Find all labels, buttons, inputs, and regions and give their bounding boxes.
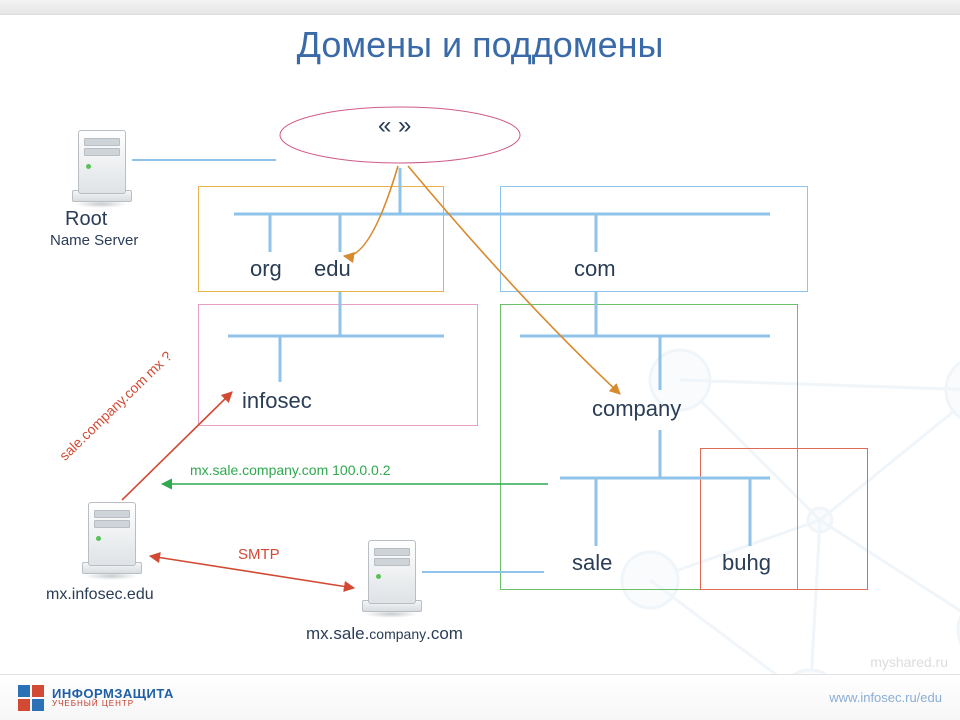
top-bar: [0, 0, 960, 15]
node-org: org: [250, 256, 282, 282]
slide-title: Домены и поддомены: [0, 24, 960, 66]
arrow-label-smtp: SMTP: [238, 546, 280, 563]
watermark: myshared.ru: [870, 654, 948, 670]
arrow-label-response: mx.sale.company.com 100.0.0.2: [190, 462, 391, 478]
server-icon-mx-infosec: [80, 496, 142, 574]
node-buhg: buhg: [722, 550, 771, 576]
footer: ИНФОРМЗАЩИТА УЧЕБНЫЙ ЦЕНТР www.infosec.r…: [0, 674, 960, 720]
arrow-label-query: sale.company.com mx ?: [56, 348, 175, 464]
node-com: com: [574, 256, 616, 282]
node-company: company: [592, 396, 681, 422]
node-infosec: infosec: [242, 388, 312, 414]
root-label: « »: [378, 112, 411, 140]
root-name-server-label-2: Name Server: [50, 232, 138, 249]
logo-icon: [18, 685, 44, 711]
footer-url: www.infosec.ru/edu: [829, 690, 942, 705]
footer-logo: ИНФОРМЗАЩИТА УЧЕБНЫЙ ЦЕНТР: [18, 685, 174, 711]
mx-infosec-label: mx.infosec.edu: [46, 586, 154, 604]
server-icon-mx-sale: [360, 534, 422, 612]
zone-com: [500, 186, 808, 292]
node-edu: edu: [314, 256, 351, 282]
node-sale: sale: [572, 550, 612, 576]
mx-sale-label: mx.sale.company.com: [306, 624, 463, 644]
logo-text-sub: УЧЕБНЫЙ ЦЕНТР: [52, 700, 174, 708]
server-icon-root: [70, 124, 132, 202]
root-name-server-label-1: Root: [65, 208, 107, 231]
zone-infosec: [198, 304, 478, 426]
slide: Домены и поддомены « » Root Name Server …: [0, 0, 960, 720]
